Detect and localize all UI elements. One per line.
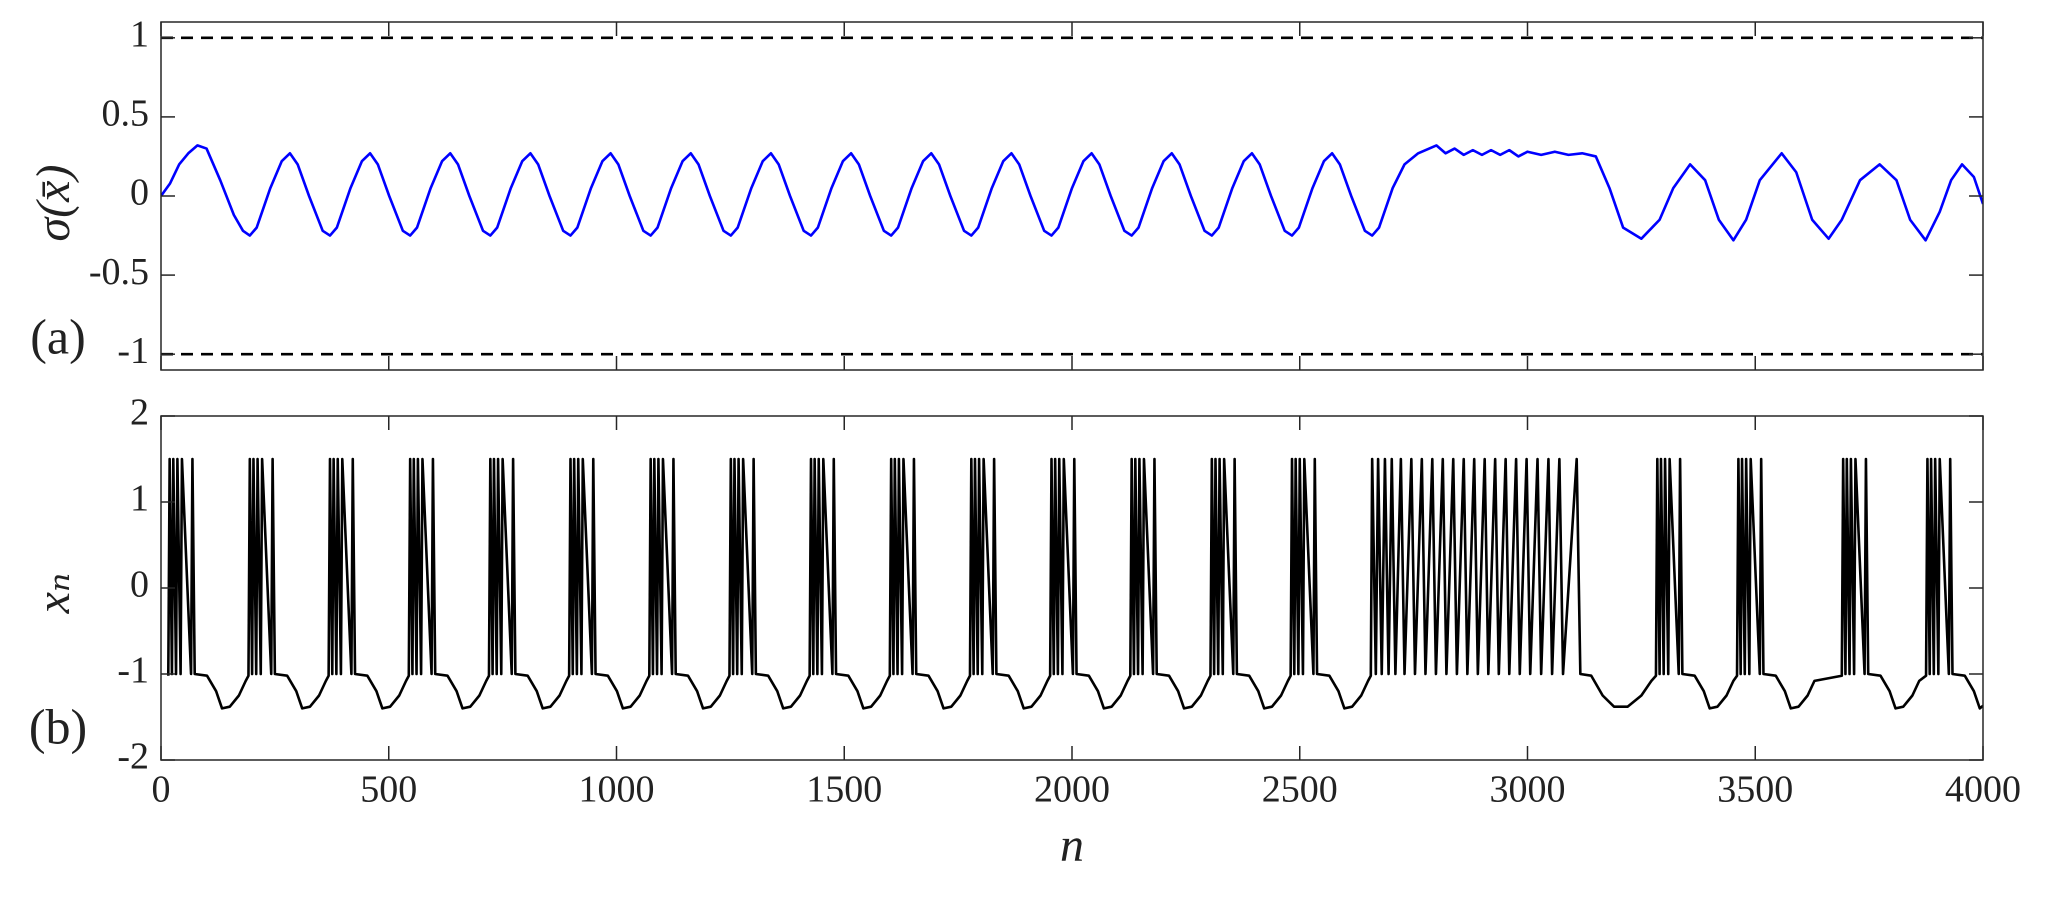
- x-tick-label: 4000: [1945, 769, 2021, 811]
- panel-label: (b): [29, 698, 87, 754]
- y-axis-label: xₙ: [27, 573, 80, 615]
- y-tick-label: 1: [130, 14, 149, 56]
- x-tick-label: 3000: [1490, 769, 1566, 811]
- x-tick-label: 500: [360, 769, 417, 811]
- data-line: [166, 457, 1983, 710]
- y-tick-label: -1: [117, 330, 149, 372]
- x-axis-label: n: [1060, 819, 1084, 872]
- y-tick-label: 0: [130, 564, 149, 606]
- y-tick-label: -0.5: [89, 251, 149, 293]
- x-tick-label: 0: [152, 769, 171, 811]
- x-tick-label: 2500: [1262, 769, 1338, 811]
- panel-label: (a): [30, 308, 86, 364]
- x-tick-label: 1500: [806, 769, 882, 811]
- y-axis-label: σ(x̄): [27, 165, 80, 242]
- y-tick-label: 0.5: [102, 93, 150, 135]
- x-tick-label: 1000: [579, 769, 655, 811]
- y-tick-label: 0: [130, 172, 149, 214]
- y-tick-label: 1: [130, 478, 149, 520]
- y-tick-label: 2: [130, 392, 149, 434]
- data-line: [161, 144, 1983, 242]
- y-tick-label: -2: [117, 736, 149, 778]
- y-tick-label: -1: [117, 650, 149, 692]
- x-tick-label: 3500: [1717, 769, 1793, 811]
- x-tick-label: 2000: [1034, 769, 1110, 811]
